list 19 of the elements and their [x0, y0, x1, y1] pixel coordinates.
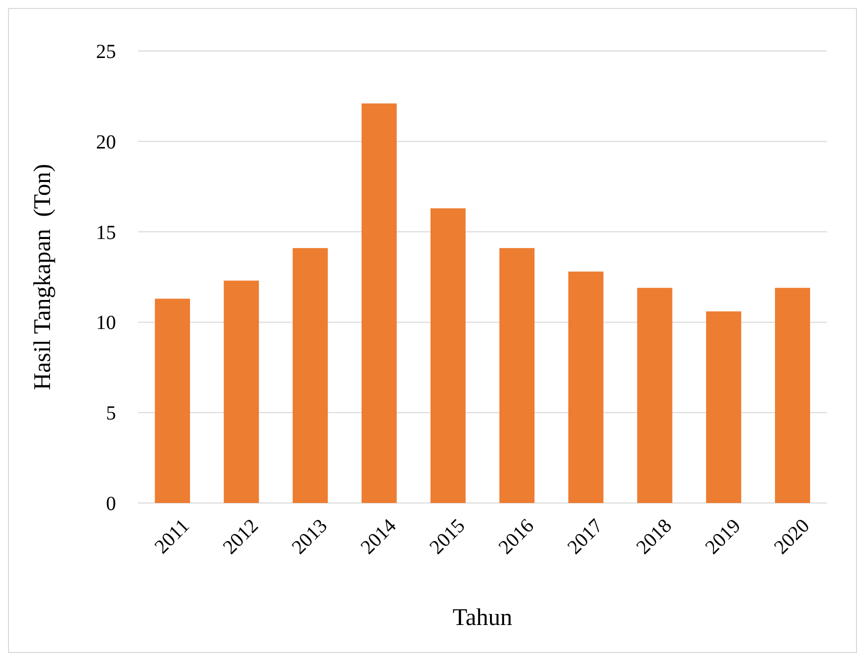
- y-tick-label: 15: [96, 222, 116, 244]
- x-tick-label: 2011: [150, 514, 194, 558]
- y-tick-label: 5: [106, 402, 116, 425]
- y-tick-label: 20: [96, 131, 116, 154]
- bar: [292, 248, 328, 503]
- bar: [568, 272, 604, 503]
- bar: [706, 311, 742, 503]
- bar: [224, 280, 259, 503]
- y-axis-title: Hasil Tangkapan (Ton): [30, 164, 56, 390]
- y-tick-label: 10: [96, 312, 116, 334]
- bar: [774, 288, 810, 503]
- y-tick-label: 0: [106, 493, 116, 515]
- y-tick-label: 25: [96, 41, 116, 63]
- bar: [154, 298, 190, 503]
- bar: [362, 103, 397, 503]
- bar: [499, 248, 535, 503]
- bar: [430, 208, 466, 503]
- x-axis-title: Tahun: [452, 605, 512, 631]
- bar: [637, 288, 672, 503]
